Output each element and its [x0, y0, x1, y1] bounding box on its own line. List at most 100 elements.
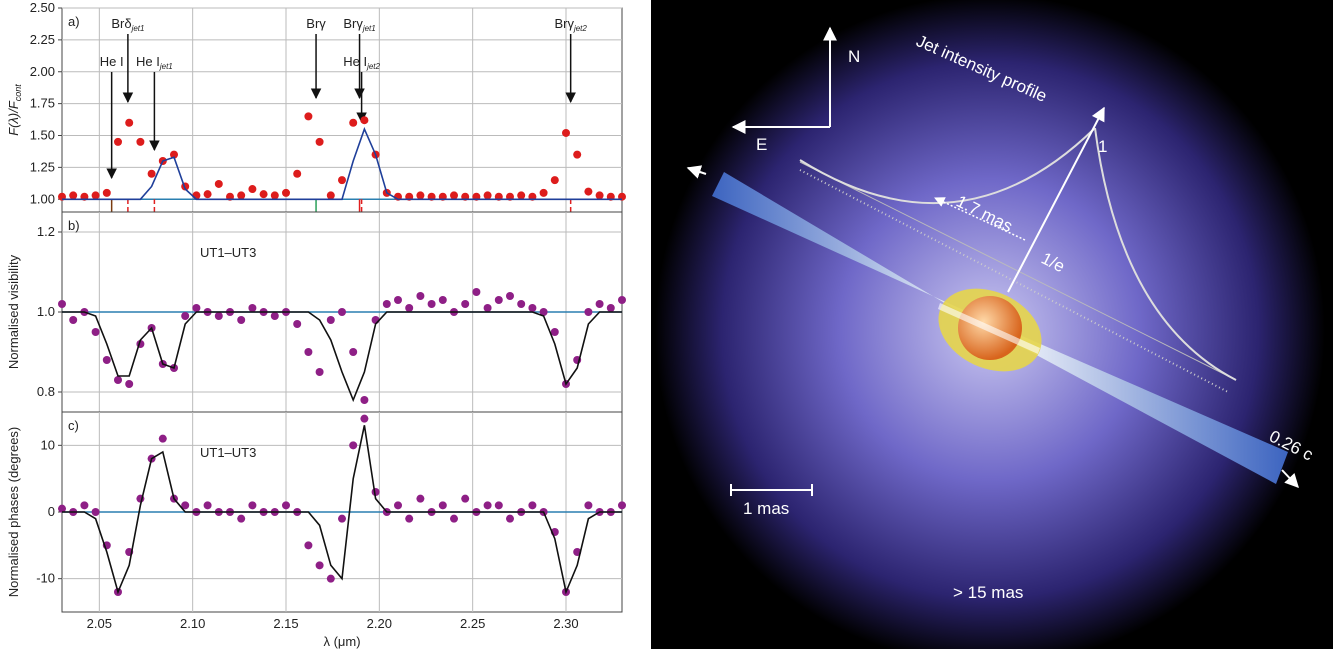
data-point [237, 514, 246, 523]
data-point [248, 501, 257, 510]
data-point [483, 304, 492, 312]
data-point [562, 128, 570, 137]
data-point [91, 328, 100, 336]
data-point [214, 179, 223, 188]
y-tick-label: 1.75 [30, 96, 55, 111]
data-point [147, 169, 156, 178]
data-point [517, 191, 526, 200]
y-tick-label: 2.50 [30, 0, 55, 15]
line-label-text: Brδ [111, 16, 131, 31]
peak-label: 1 [1098, 137, 1107, 156]
data-point [506, 292, 514, 300]
x-tick-label: 2.20 [367, 616, 392, 631]
data-point [416, 292, 425, 300]
data-point [80, 501, 89, 510]
panel: 1.00 1.25 1.50 1.75 2.00 2.25 2.50 a) F(λ)/Fcont… [6, 0, 626, 213]
y-tick-label: 2.00 [30, 64, 55, 79]
data-point [114, 376, 122, 384]
line-label-text: He I [100, 54, 124, 69]
north-label: N [848, 47, 860, 66]
data-point [270, 312, 279, 320]
y-tick-label: -10 [36, 571, 55, 586]
data-point [349, 118, 358, 127]
illustration: N E Jet intensity profile 1 1.7 mas 1/e … [651, 0, 1333, 654]
data-point [326, 574, 335, 583]
line-label-text: Brγ [343, 16, 363, 31]
y-axis-label: Normalised phases (degrees) [6, 427, 21, 598]
data-point [304, 348, 313, 356]
extent-label: > 15 mas [953, 583, 1023, 602]
panel-label: c) [68, 418, 79, 433]
data-point [405, 514, 414, 523]
data-point [125, 118, 134, 127]
line-label-text: He I [343, 54, 367, 69]
data-point [58, 300, 66, 308]
data-point [338, 176, 346, 185]
data-point [282, 188, 290, 197]
profile-axis [799, 169, 1229, 393]
data-point [405, 304, 414, 312]
data-point [494, 296, 503, 304]
data-point [102, 188, 111, 197]
data-point [584, 187, 593, 196]
data-point [450, 191, 458, 200]
line-label-sub: jet1 [159, 62, 173, 71]
data-point [584, 501, 593, 510]
data-point [237, 191, 246, 200]
data-point [595, 300, 604, 308]
data-point [338, 308, 346, 316]
data-point [326, 191, 335, 200]
y-tick-label: 1.50 [30, 128, 55, 143]
panel-label: b) [68, 218, 80, 233]
jet-arrow [686, 165, 707, 179]
data-point [595, 191, 604, 200]
data-point [136, 137, 145, 146]
data-point [349, 348, 358, 356]
x-tick-label: 2.05 [87, 616, 112, 631]
y-tick-label: 0 [48, 504, 55, 519]
line-label: He Ijet2 [343, 54, 380, 71]
data-point [315, 368, 324, 376]
panel-label: a) [68, 14, 80, 29]
panel: 0.8 1.0 1.2 b) Normalised visibility UT1–UT3 [6, 211, 626, 413]
data-point [360, 414, 369, 423]
data-point [483, 191, 492, 200]
data-point [427, 300, 436, 308]
data-point [539, 188, 548, 197]
data-point [416, 191, 425, 200]
x-tick-label: 2.15 [273, 616, 298, 631]
data-point [181, 501, 190, 510]
line-label-sub: jet1 [362, 24, 376, 33]
data-point [315, 561, 324, 570]
x-axis-label: λ (μm) [323, 634, 360, 649]
profile-curve [799, 127, 1096, 205]
line-label-text: He I [136, 54, 160, 69]
y-axis-label-part: Normalised visibility [6, 254, 21, 369]
line-label: Brδjet1 [111, 16, 144, 33]
panel-note: UT1–UT3 [200, 445, 256, 460]
data-point [360, 396, 369, 404]
y-tick-label: 1.00 [30, 191, 55, 206]
east-label: E [756, 135, 767, 154]
data-point [438, 296, 447, 304]
line-label-text: Brγ [554, 16, 574, 31]
line-label-text: Brγ [306, 16, 326, 31]
data-point [494, 501, 503, 510]
charts: 1.001.251.501.752.002.252.50a)F(λ)/Fcont… [6, 0, 626, 649]
data-point [125, 380, 134, 388]
profile-curve [1094, 127, 1237, 381]
panel-note: UT1–UT3 [200, 245, 256, 260]
data-point [58, 504, 66, 513]
data-point [158, 434, 167, 443]
data-point [506, 514, 514, 523]
data-point [69, 316, 78, 324]
y-tick-label: 0.8 [37, 384, 55, 399]
jet-core [938, 303, 1040, 354]
data-point [114, 137, 122, 146]
line-label: He Ijet1 [136, 54, 173, 71]
data-point [539, 308, 548, 316]
data-point [360, 116, 369, 125]
data-point [382, 300, 391, 308]
data-point [461, 494, 470, 503]
